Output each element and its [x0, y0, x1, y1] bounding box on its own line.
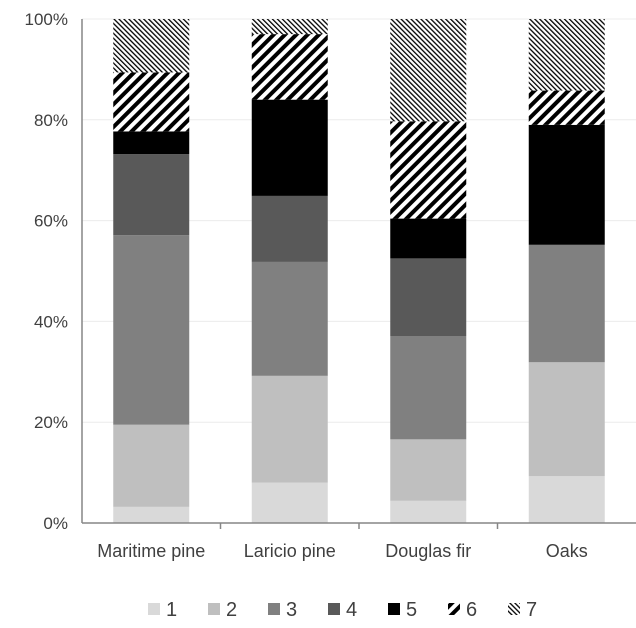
legend-label: 1 — [166, 599, 177, 621]
bar-segment — [390, 336, 467, 440]
bar-segment — [251, 19, 328, 35]
bar-segment — [390, 439, 467, 501]
legend-swatch — [328, 603, 340, 615]
y-tick-label: 80% — [34, 111, 68, 130]
bar-segment — [113, 131, 190, 155]
axes: 0% 20% 40% 60% 80% 100% Maritime pine Laricio p… — [25, 10, 636, 561]
bar-segment — [113, 506, 190, 523]
legend-label: 3 — [286, 599, 297, 621]
legend: 1 2 3 4 5 6 7 — [148, 599, 537, 621]
bar-segment — [113, 235, 190, 425]
legend-swatch — [208, 603, 220, 615]
legend-label: 6 — [466, 599, 477, 621]
x-tick-label: Laricio pine — [244, 541, 336, 561]
bar-segment — [390, 218, 467, 259]
bar-segment — [528, 19, 605, 91]
y-tick-label: 0% — [43, 514, 68, 533]
x-tick-label: Douglas fir — [385, 541, 471, 561]
bar-segment — [390, 500, 467, 523]
bar-segment — [251, 375, 328, 483]
legend-label: 5 — [406, 599, 417, 621]
bar-segment — [251, 195, 328, 262]
legend-swatch — [508, 603, 520, 615]
bar-segment — [528, 124, 605, 245]
legend-label: 4 — [346, 599, 357, 621]
bar-segment — [113, 154, 190, 236]
x-tick-label: Maritime pine — [97, 541, 205, 561]
legend-swatch — [148, 603, 160, 615]
bar-segment — [251, 261, 328, 376]
bar-segment — [251, 99, 328, 196]
bar-segment — [113, 72, 190, 132]
bar-segment — [528, 244, 605, 363]
legend-label: 2 — [226, 599, 237, 621]
bar-segment — [390, 258, 467, 337]
y-tick-label: 100% — [25, 10, 68, 29]
bar-segment — [528, 362, 605, 477]
bar-segment — [113, 424, 190, 507]
bar-segment — [528, 90, 605, 125]
legend-label: 7 — [526, 599, 537, 621]
bar-segment — [251, 34, 328, 100]
bar-segment — [390, 121, 467, 219]
y-tick-label: 20% — [34, 413, 68, 432]
legend-swatch — [388, 603, 400, 615]
legend-swatch — [448, 603, 460, 615]
y-tick-label: 40% — [34, 312, 68, 331]
y-tick-label: 60% — [34, 212, 68, 231]
bar-segment — [390, 19, 467, 122]
bar-segment — [528, 476, 605, 523]
bars — [113, 19, 605, 523]
bar-segment — [251, 482, 328, 523]
bar-segment — [113, 19, 190, 73]
legend-swatch — [268, 603, 280, 615]
x-tick-label: Oaks — [546, 541, 588, 561]
